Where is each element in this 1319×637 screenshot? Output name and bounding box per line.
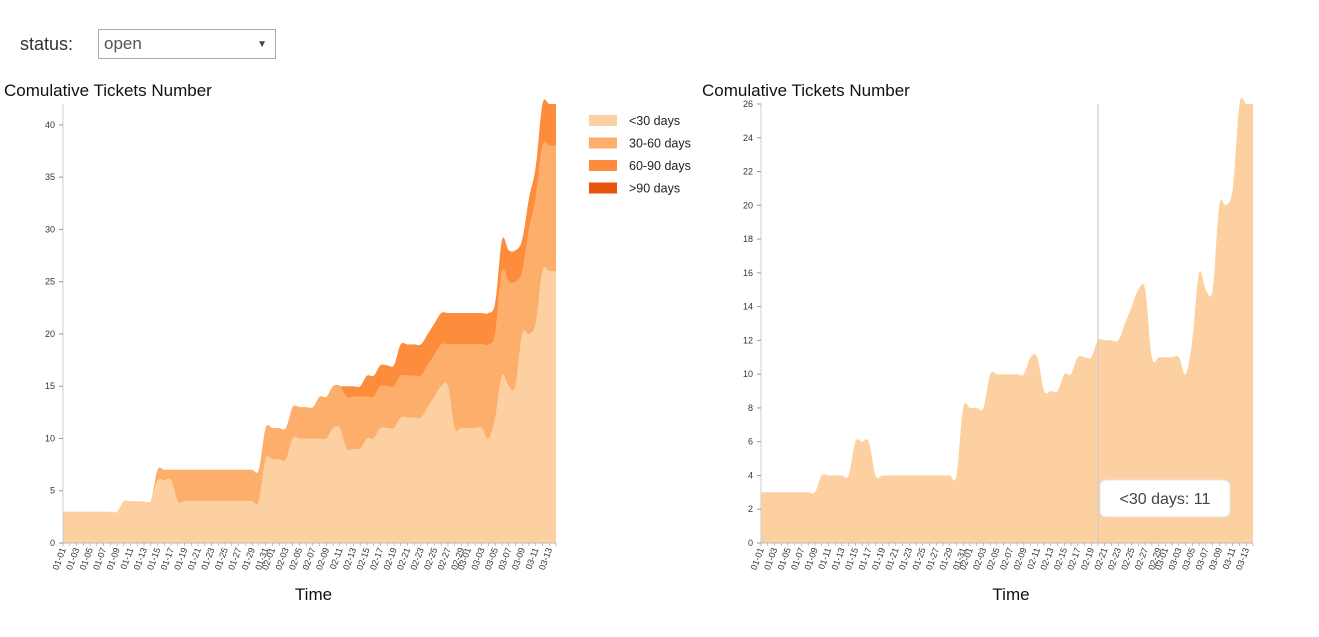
legend-label[interactable]: 60-90 days <box>629 159 691 173</box>
chart2-y-tick-label: 4 <box>748 470 753 480</box>
tooltip-text: <30 days: 11 <box>1120 491 1211 508</box>
chart2-y-tick-label: 6 <box>748 437 753 447</box>
chart1-y-tick-label: 30 <box>45 224 55 234</box>
chart2-y-tick-label: 2 <box>748 504 753 514</box>
chart1-y-tick-label: 10 <box>45 433 55 443</box>
chevron-down-icon: ▼ <box>257 39 267 50</box>
chart2-y-tick-label: 8 <box>748 403 753 413</box>
chart1-area-30-60-days[interactable] <box>63 141 556 513</box>
status-label: status: <box>20 33 74 54</box>
chart2-y-tick-label: 16 <box>743 268 753 278</box>
chart2-y-tick-label: 24 <box>743 133 753 143</box>
chart2-y-tick-label: 22 <box>743 167 753 177</box>
chart2-area--30-days[interactable] <box>761 97 1253 543</box>
legend-swatch[interactable] <box>589 160 617 171</box>
chart1-title: Comulative Tickets Number <box>4 81 212 100</box>
legend-swatch[interactable] <box>589 115 617 126</box>
chart2-x-axis-title: Time <box>992 585 1029 604</box>
chart1-area--30-days[interactable] <box>63 267 556 543</box>
chart1-x-axis-title: Time <box>295 585 332 604</box>
chart1-y-tick-label: 40 <box>45 120 55 130</box>
chart2-title: Comulative Tickets Number <box>702 81 910 100</box>
chart2-y-tick-label: 20 <box>743 200 753 210</box>
chart1-y-tick-label: 35 <box>45 172 55 182</box>
status-select[interactable]: open ▼ <box>98 29 276 59</box>
legend-swatch[interactable] <box>589 137 617 149</box>
legend-label[interactable]: >90 days <box>629 182 680 196</box>
chart1-y-tick-label: 0 <box>50 538 55 548</box>
legend-label[interactable]: 30-60 days <box>629 137 691 151</box>
legend-swatch[interactable] <box>589 182 617 194</box>
chart1-y-tick-label: 25 <box>45 277 55 287</box>
chart2-y-tick-label: 12 <box>743 335 753 345</box>
chart2-y-tick-label: 26 <box>743 99 753 109</box>
status-filter: status: open ▼ <box>20 28 276 60</box>
chart2-y-tick-label: 14 <box>743 302 753 312</box>
tooltip <box>1099 479 1231 518</box>
chart2-y-tick-label: 10 <box>743 369 753 379</box>
chart1-y-tick-label: 5 <box>50 486 55 496</box>
chart1-y-tick-label: 15 <box>45 381 55 391</box>
legend-label[interactable]: <30 days <box>629 114 680 128</box>
chart2-y-tick-label: 0 <box>748 538 753 548</box>
chart2-y-tick-label: 18 <box>743 234 753 244</box>
status-select-value: open <box>104 34 142 53</box>
chart1-y-tick-label: 20 <box>45 329 55 339</box>
